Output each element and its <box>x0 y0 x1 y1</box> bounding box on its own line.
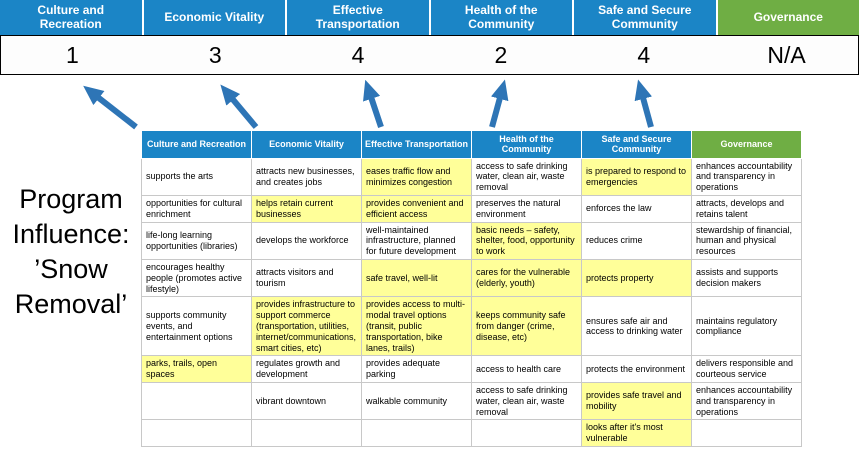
matrix-row-0: supports the arts attracts new businesses… <box>141 157 802 197</box>
pillar-header-4: Safe and Secure Community <box>574 0 716 35</box>
matrix-cell-r5-c1: regulates growth and development <box>251 355 362 384</box>
matrix-cell-r5-c5: delivers responsible and courteous servi… <box>691 355 802 384</box>
matrix-cell-r3-c4: protects property <box>581 259 692 298</box>
pillar-score-5: N/A <box>767 41 806 68</box>
pillar-score-1: 3 <box>208 41 222 68</box>
up-arrow-icon-4 <box>489 79 509 128</box>
pillar-header-0: Culture and Recreation <box>0 0 142 35</box>
matrix-row-7: looks after it's most vulnerable <box>141 419 802 448</box>
score-row: 1 3 4 2 4 N/A <box>0 35 859 75</box>
matrix-cell-r2-c1: develops the workforce <box>251 221 362 261</box>
matrix-row-4: supports community events, and entertain… <box>141 296 802 357</box>
matrix-header-3: Health of the Community <box>471 130 582 159</box>
matrix-cell-r2-c2: well-maintained infrastructure, planned … <box>361 221 472 261</box>
matrix-row-6: vibrant downtown walkable community access… <box>141 382 802 421</box>
matrix-row-2: life-long learning opportunities (librar… <box>141 221 802 261</box>
matrix-row-5: parks, trails, open spaces regulates grow… <box>141 355 802 384</box>
matrix-cell-r7-c3 <box>471 419 582 448</box>
matrix-header-row: Culture and Recreation Economic Vitality E… <box>141 130 802 159</box>
matrix-row-3: encourages healthy people (promotes acti… <box>141 259 802 298</box>
matrix-cell-r5-c4: protects the environment <box>581 355 692 384</box>
matrix-cell-r2-c0: life-long learning opportunities (librar… <box>141 221 252 261</box>
pillar-score-4: 4 <box>637 41 651 68</box>
matrix-cell-r0-c5: enhances accountability and transparency… <box>691 157 802 197</box>
pillar-header-1: Economic Vitality <box>143 0 285 35</box>
up-arrow-icon-2 <box>220 84 259 129</box>
matrix-cell-r6-c0 <box>141 382 252 421</box>
matrix-cell-r7-c0 <box>141 419 252 448</box>
matrix-cell-r6-c2: walkable community <box>361 382 472 421</box>
matrix-cell-r5-c0: parks, trails, open spaces <box>141 355 252 384</box>
matrix-header-2: Effective Transportation <box>361 130 472 159</box>
matrix-cell-r0-c2: eases traffic flow and minimizes congest… <box>361 157 472 197</box>
matrix-cell-r1-c3: preserves the natural environment <box>471 195 582 223</box>
pillar-header-5: Governance <box>717 0 859 35</box>
up-arrow-icon-1 <box>83 85 138 130</box>
up-arrow-icon-5 <box>634 79 654 128</box>
matrix-cell-r7-c4: looks after it's most vulnerable <box>581 419 692 448</box>
matrix-cell-r1-c4: enforces the law <box>581 195 692 223</box>
up-arrow-icon-3 <box>363 79 384 128</box>
pillar-score-0: 1 <box>66 41 79 68</box>
matrix-cell-r4-c5: maintains regulatory compliance <box>691 296 802 357</box>
matrix-cell-r3-c2: safe travel, well-lit <box>361 259 472 298</box>
pillar-header-2: Effective Transportation <box>287 0 429 35</box>
matrix-cell-r6-c5: enhances accountability and transparency… <box>691 382 802 421</box>
matrix-cell-r0-c0: supports the arts <box>141 157 252 197</box>
matrix-cell-r3-c0: encourages healthy people (promotes acti… <box>141 259 252 298</box>
matrix-cell-r0-c4: is prepared to respond to emergencies <box>581 157 692 197</box>
matrix-cell-r0-c3: access to safe drinking water, clean air… <box>471 157 582 197</box>
pillar-score-2: 4 <box>351 41 365 68</box>
matrix-cell-r7-c1 <box>251 419 362 448</box>
matrix-cell-r3-c1: attracts visitors and tourism <box>251 259 362 298</box>
matrix-row-1: opportunities for cultural enrichment hel… <box>141 195 802 223</box>
page-title: Program Influence: ’Snow Removal’ <box>12 184 130 320</box>
arrows-layer <box>83 79 654 130</box>
matrix-header-5: Governance <box>691 130 802 159</box>
matrix-cell-r2-c3: basic needs – safety, shelter, food, opp… <box>471 221 582 261</box>
matrix-cell-r0-c1: attracts new businesses, and creates job… <box>251 157 362 197</box>
matrix-cell-r1-c0: opportunities for cultural enrichment <box>141 195 252 223</box>
matrix-cell-r5-c2: provides adequate parking <box>361 355 472 384</box>
matrix-cell-r4-c4: ensures safe air and access to drinking … <box>581 296 692 357</box>
matrix-cell-r7-c2 <box>361 419 472 448</box>
matrix-cell-r6-c4: provides safe travel and mobility <box>581 382 692 421</box>
pillar-header-3: Health of the Community <box>430 0 572 35</box>
matrix-cell-r3-c3: cares for the vulnerable (elderly, youth… <box>471 259 582 298</box>
matrix-cell-r6-c1: vibrant downtown <box>251 382 362 421</box>
matrix-cell-r4-c1: provides infrastructure to support comme… <box>251 296 362 357</box>
matrix-cell-r4-c2: provides access to multi-modal travel op… <box>361 296 472 357</box>
matrix-cell-r6-c3: access to safe drinking water, clean air… <box>471 382 582 421</box>
matrix-cell-r5-c3: access to health care <box>471 355 582 384</box>
matrix-cell-r2-c5: stewardship of financial, human and phys… <box>691 221 802 261</box>
matrix-cell-r2-c4: reduces crime <box>581 221 692 261</box>
matrix-cell-r4-c0: supports community events, and entertain… <box>141 296 252 357</box>
influence-matrix: Culture and Recreation Economic Vitality E… <box>141 130 802 448</box>
matrix-cell-r7-c5 <box>691 419 802 448</box>
pillar-header-band: Culture and Recreation Economic Vitality E… <box>0 0 859 35</box>
pillar-score-3: 2 <box>494 41 508 68</box>
matrix-cell-r4-c3: keeps community safe from danger (crime,… <box>471 296 582 357</box>
matrix-header-1: Economic Vitality <box>251 130 362 159</box>
matrix-header-0: Culture and Recreation <box>141 130 252 159</box>
matrix-cell-r3-c5: assists and supports decision makers <box>691 259 802 298</box>
matrix-cell-r1-c2: provides convenient and efficient access <box>361 195 472 223</box>
matrix-cell-r1-c1: helps retain current businesses <box>251 195 362 223</box>
matrix-header-4: Safe and Secure Community <box>581 130 692 159</box>
matrix-cell-r1-c5: attracts, develops and retains talent <box>691 195 802 223</box>
